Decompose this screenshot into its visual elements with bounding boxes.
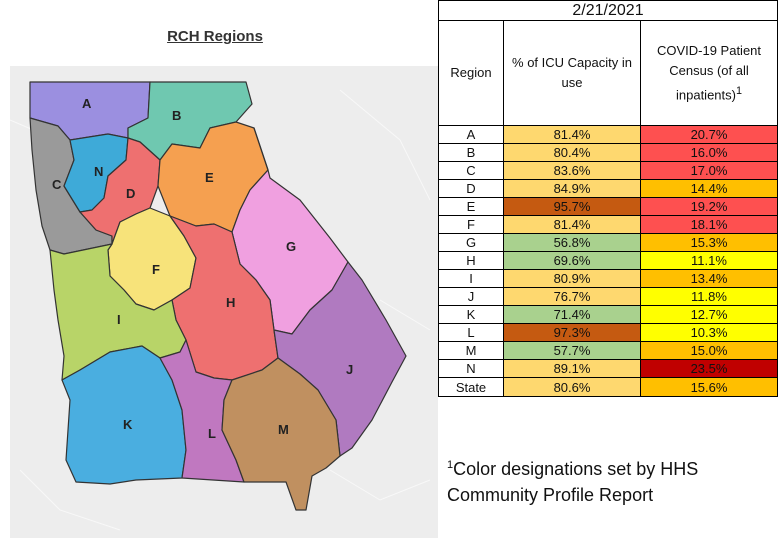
icu-capacity-cell: 71.4% bbox=[503, 305, 641, 324]
region-label-F: F bbox=[152, 262, 160, 277]
region-cell: M bbox=[438, 341, 504, 360]
region-label-L: L bbox=[208, 426, 216, 441]
map-title: RCH Regions bbox=[167, 28, 263, 45]
region-cell: J bbox=[438, 287, 504, 306]
region-label-J: J bbox=[346, 362, 353, 377]
region-cell: F bbox=[438, 215, 504, 234]
table-row: I 80.9% 13.4% bbox=[438, 269, 778, 288]
table-row: G 56.8% 15.3% bbox=[438, 233, 778, 252]
table-row: D 84.9% 14.4% bbox=[438, 179, 778, 198]
icu-capacity-cell: 81.4% bbox=[503, 215, 641, 234]
region-cell: N bbox=[438, 359, 504, 378]
icu-capacity-cell: 57.7% bbox=[503, 341, 641, 360]
census-cell: 17.0% bbox=[640, 161, 778, 180]
icu-capacity-cell: 97.3% bbox=[503, 323, 641, 342]
regions bbox=[29, 81, 407, 511]
region-labels: A B C N D E F G H I J K L M bbox=[52, 96, 353, 441]
state-row: State 80.6% 15.6% bbox=[438, 377, 778, 397]
region-cell: I bbox=[438, 269, 504, 288]
table-row: E 95.7% 19.2% bbox=[438, 197, 778, 216]
date-row: 2/21/2021 bbox=[438, 0, 778, 21]
region-cell: A bbox=[438, 125, 504, 144]
table-row: H 69.6% 11.1% bbox=[438, 251, 778, 270]
census-cell: 19.2% bbox=[640, 197, 778, 216]
census-cell: 14.4% bbox=[640, 179, 778, 198]
region-cell: State bbox=[438, 377, 504, 397]
region-cell: K bbox=[438, 305, 504, 324]
census-cell: 13.4% bbox=[640, 269, 778, 288]
icu-capacity-cell: 83.6% bbox=[503, 161, 641, 180]
table-row: F 81.4% 18.1% bbox=[438, 215, 778, 234]
table-row: K 71.4% 12.7% bbox=[438, 305, 778, 324]
region-label-D: D bbox=[126, 186, 135, 201]
map-panel: A B C N D E F G H I J K L M RCH Regions bbox=[9, 28, 438, 538]
icu-capacity-cell: 84.9% bbox=[503, 179, 641, 198]
region-cell: G bbox=[438, 233, 504, 252]
footnote-marker: 1 bbox=[447, 459, 454, 471]
region-label-B: B bbox=[172, 108, 181, 123]
table-row: B 80.4% 16.0% bbox=[438, 143, 778, 162]
icu-capacity-cell: 95.7% bbox=[503, 197, 641, 216]
icu-capacity-column-header: % of ICU Capacity in use bbox=[503, 20, 641, 126]
table-row: C 83.6% 17.0% bbox=[438, 161, 778, 180]
census-cell: 10.3% bbox=[640, 323, 778, 342]
region-cell: C bbox=[438, 161, 504, 180]
icu-capacity-cell: 80.9% bbox=[503, 269, 641, 288]
icu-capacity-cell: 80.4% bbox=[503, 143, 641, 162]
census-cell: 15.0% bbox=[640, 341, 778, 360]
region-cell: D bbox=[438, 179, 504, 198]
georgia-region-map: A B C N D E F G H I J K L M bbox=[9, 66, 438, 538]
census-footnote-marker: 1 bbox=[735, 84, 742, 97]
region-label-E: E bbox=[205, 170, 214, 185]
census-cell: 15.3% bbox=[640, 233, 778, 252]
region-label-H: H bbox=[226, 295, 235, 310]
header-row: Region % of ICU Capacity in use COVID-19… bbox=[438, 20, 778, 126]
icu-capacity-cell: 69.6% bbox=[503, 251, 641, 270]
region-label-M: M bbox=[278, 422, 289, 437]
census-cell: 23.5% bbox=[640, 359, 778, 378]
table-row: J 76.7% 11.8% bbox=[438, 287, 778, 306]
icu-capacity-cell: 81.4% bbox=[503, 125, 641, 144]
region-cell: H bbox=[438, 251, 504, 270]
region-label-G: G bbox=[286, 239, 296, 254]
icu-capacity-cell: 89.1% bbox=[503, 359, 641, 378]
region-column-header: Region bbox=[438, 20, 504, 126]
table-row: A 81.4% 20.7% bbox=[438, 125, 778, 144]
footnote-text: Color designations set by HHS Community … bbox=[447, 459, 699, 505]
icu-capacity-table: 2/21/2021 Region % of ICU Capacity in us… bbox=[438, 0, 778, 397]
region-label-I: I bbox=[117, 312, 121, 327]
region-cell: B bbox=[438, 143, 504, 162]
region-cell: L bbox=[438, 323, 504, 342]
footnote: 1Color designations set by HHS Community… bbox=[447, 452, 767, 508]
census-cell: 15.6% bbox=[640, 377, 778, 397]
census-cell: 11.8% bbox=[640, 287, 778, 306]
region-cell: E bbox=[438, 197, 504, 216]
icu-capacity-cell: 76.7% bbox=[503, 287, 641, 306]
census-cell: 18.1% bbox=[640, 215, 778, 234]
region-label-C: C bbox=[52, 177, 62, 192]
region-label-K: K bbox=[123, 417, 133, 432]
census-cell: 11.1% bbox=[640, 251, 778, 270]
census-cell: 16.0% bbox=[640, 143, 778, 162]
table-row: L 97.3% 10.3% bbox=[438, 323, 778, 342]
census-cell: 12.7% bbox=[640, 305, 778, 324]
icu-capacity-cell: 56.8% bbox=[503, 233, 641, 252]
table-date: 2/21/2021 bbox=[438, 0, 778, 21]
table-row: N 89.1% 23.5% bbox=[438, 359, 778, 378]
table-body: A 81.4% 20.7% B 80.4% 16.0% C 83.6% 17.0% D 84.9% 1… bbox=[438, 125, 778, 397]
table-row: M 57.7% 15.0% bbox=[438, 341, 778, 360]
icu-capacity-cell: 80.6% bbox=[503, 377, 641, 397]
census-cell: 20.7% bbox=[640, 125, 778, 144]
census-column-header: COVID-19 Patient Census (of all inpatien… bbox=[640, 20, 778, 126]
region-label-N: N bbox=[94, 164, 103, 179]
region-label-A: A bbox=[82, 96, 92, 111]
region-M-shape bbox=[221, 357, 341, 511]
census-header-text: COVID-19 Patient Census (of all inpatien… bbox=[656, 42, 762, 103]
